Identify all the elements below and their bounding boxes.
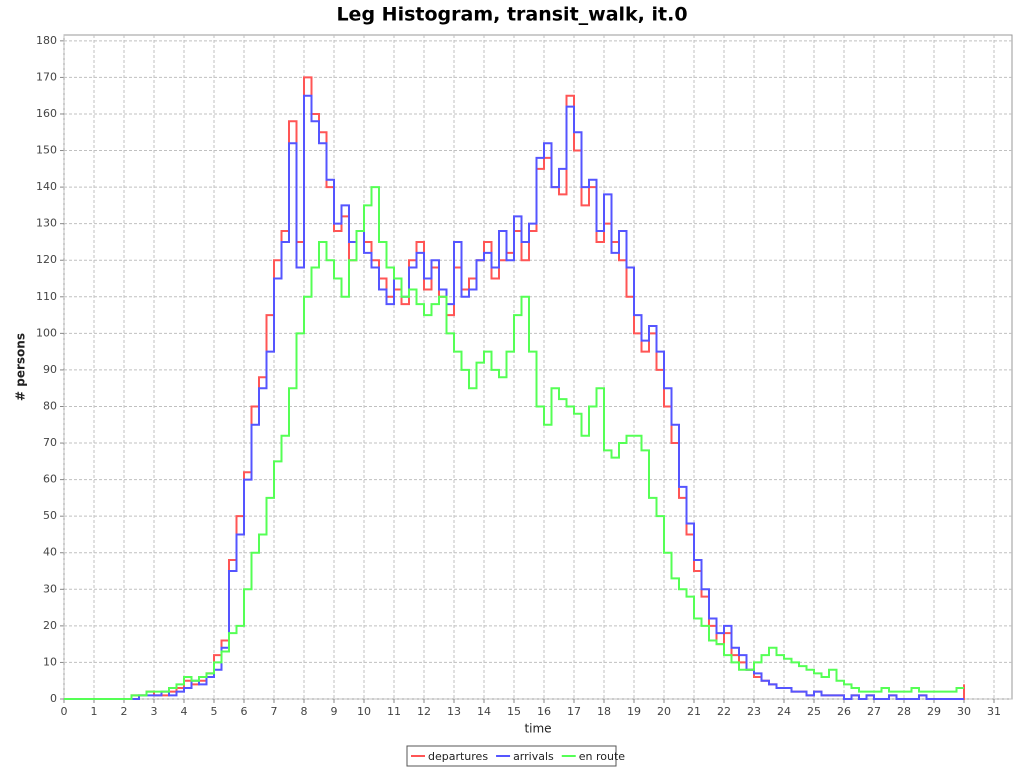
plot-area (63, 34, 1013, 700)
x-tick-label: 5 (211, 705, 218, 718)
legend (406, 745, 617, 767)
x-tick-label: 6 (241, 705, 248, 718)
y-tick-label: 60 (43, 473, 57, 486)
y-tick-label: 10 (43, 655, 57, 668)
y-axis-label: # persons (14, 333, 28, 401)
legend-label: en route (579, 750, 626, 763)
y-tick-label: 70 (43, 436, 57, 449)
y-tick-label: 180 (36, 34, 57, 47)
x-tick-label: 14 (477, 705, 491, 718)
legend-label: arrivals (513, 750, 554, 763)
x-tick-label: 16 (537, 705, 551, 718)
x-tick-label: 13 (447, 705, 461, 718)
x-tick-label: 1 (91, 705, 98, 718)
y-tick-label: 30 (43, 582, 57, 595)
y-tick-label: 110 (36, 290, 57, 303)
series-line (64, 94, 964, 700)
y-tick-label: 50 (43, 509, 57, 522)
y-tick-label: 90 (43, 363, 57, 376)
x-tick-label: 9 (331, 705, 338, 718)
legend-label: departures (428, 750, 488, 763)
x-tick-label: 20 (657, 705, 671, 718)
x-tick-label: 25 (807, 705, 821, 718)
y-tick-label: 140 (36, 180, 57, 193)
x-tick-label: 27 (867, 705, 881, 718)
x-tick-label: 0 (61, 705, 68, 718)
y-tick-label: 150 (36, 144, 57, 157)
x-tick-label: 31 (987, 705, 1001, 718)
x-tick-label: 22 (717, 705, 731, 718)
x-tick-label: 4 (181, 705, 188, 718)
y-tick-label: 40 (43, 546, 57, 559)
y-tick-label: 160 (36, 107, 57, 120)
x-tick-label: 28 (897, 705, 911, 718)
y-tick-label: 20 (43, 619, 57, 632)
y-tick-label: 120 (36, 253, 57, 266)
x-tick-label: 23 (747, 705, 761, 718)
x-axis-label: time (524, 722, 551, 736)
x-tick-label: 26 (837, 705, 851, 718)
x-tick-label: 24 (777, 705, 791, 718)
x-tick-label: 11 (387, 705, 401, 718)
x-tick-label: 10 (357, 705, 371, 718)
x-tick-label: 18 (597, 705, 611, 718)
x-tick-label: 2 (121, 705, 128, 718)
x-tick-label: 30 (957, 705, 971, 718)
y-tick-label: 0 (50, 692, 57, 705)
chart-title: Leg Histogram, transit_walk, it.0 (336, 4, 687, 26)
y-tick-label: 100 (36, 326, 57, 339)
x-tick-label: 19 (627, 705, 641, 718)
x-tick-label: 12 (417, 705, 431, 718)
x-tick-label: 29 (927, 705, 941, 718)
x-tick-label: 8 (301, 705, 308, 718)
y-tick-label: 170 (36, 70, 57, 83)
x-tick-label: 3 (151, 705, 158, 718)
series-line (64, 186, 964, 700)
y-tick-label: 80 (43, 399, 57, 412)
x-tick-label: 7 (271, 705, 278, 718)
x-tick-label: 21 (687, 705, 701, 718)
y-tick-label: 130 (36, 217, 57, 230)
x-tick-label: 17 (567, 705, 581, 718)
x-tick-label: 15 (507, 705, 521, 718)
